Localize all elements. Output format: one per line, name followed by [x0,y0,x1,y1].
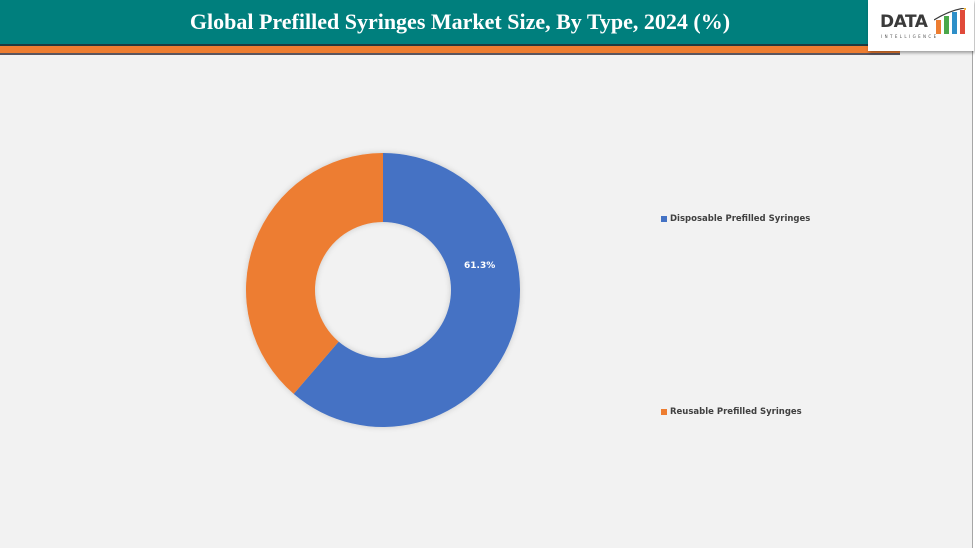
legend-item-disposable[interactable]: Disposable Prefilled Syringes [661,214,810,224]
legend-label: Disposable Prefilled Syringes [670,214,811,224]
logo-bars-icon [934,8,966,34]
title-banner [0,0,868,46]
logo: DATA INTELLIGENCE [868,0,974,51]
legend-item-reusable[interactable]: Reusable Prefilled Syringes [661,407,802,417]
logo-text: DATA [880,12,928,32]
legend-label: Reusable Prefilled Syringes [670,407,802,417]
legend-swatch-orange [661,409,667,415]
slice-reusable[interactable] [246,153,383,394]
slice-disposable[interactable] [293,153,520,428]
data-label-disposable: 61.3% [464,261,496,271]
accent-band [0,46,900,55]
chart-title: Global Prefilled Syringes Market Size, B… [189,9,731,34]
logo-subtext: INTELLIGENCE [881,34,939,39]
legend-swatch-blue [661,216,667,222]
